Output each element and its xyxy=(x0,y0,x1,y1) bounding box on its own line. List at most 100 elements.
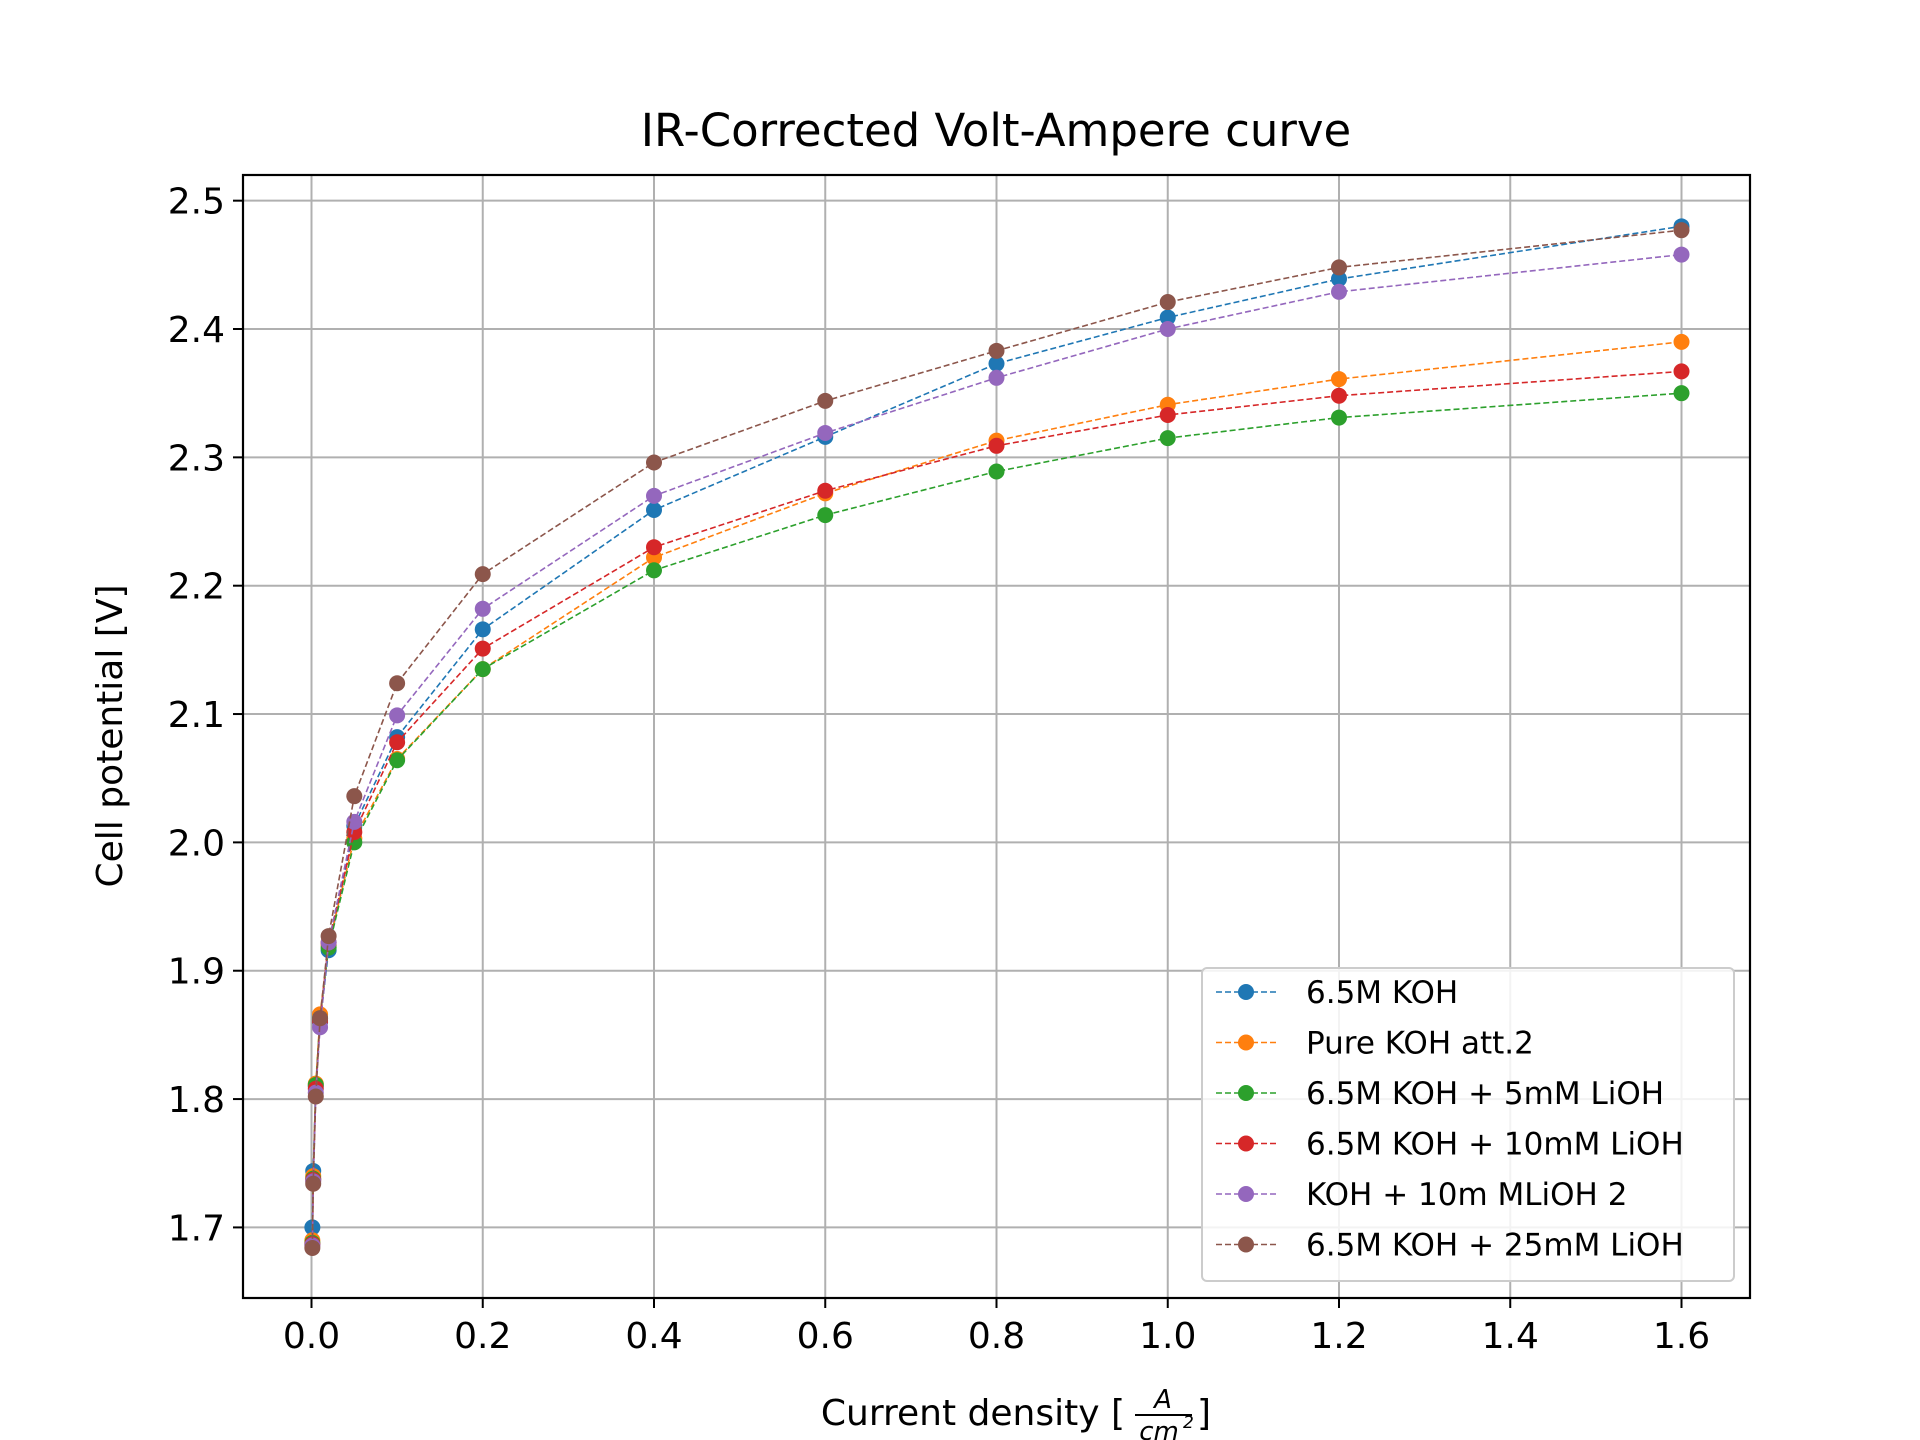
y-tick-label: 2.4 xyxy=(168,310,225,351)
x-tick-label: 1.2 xyxy=(1310,1316,1367,1357)
x-tick-label: 0.4 xyxy=(625,1316,682,1357)
data-point xyxy=(312,1010,329,1027)
data-point xyxy=(346,788,363,805)
ticks: 0.0 0.2 0.4 0.6 0.8 1.0 1.2 1.4 1.6 1.7 1.8 1.9 2.0 2… xyxy=(168,182,1710,1357)
y-tick-label: 2.5 xyxy=(168,182,225,223)
data-point xyxy=(1673,333,1690,350)
x-tick-label: 0.6 xyxy=(797,1316,854,1357)
x-tick-label: 1.6 xyxy=(1653,1316,1710,1357)
data-point xyxy=(817,507,834,524)
grid xyxy=(243,175,1750,1298)
data-point xyxy=(474,566,491,583)
legend-marker xyxy=(1238,1236,1254,1253)
data-point xyxy=(305,1175,322,1192)
legend: 6.5M KOH Pure KOH att.2 6.5M KOH + 5mM LiO… xyxy=(1201,967,1735,1282)
data-point xyxy=(646,501,662,518)
y-axis-label: Cell potential [V] xyxy=(90,584,131,887)
series-line xyxy=(311,341,1682,1241)
series-layer xyxy=(304,218,1690,1256)
y-tick-label: 1.8 xyxy=(168,1080,225,1121)
data-point xyxy=(1673,246,1690,263)
legend-marker xyxy=(1238,1186,1254,1202)
x-tick-label: 0.0 xyxy=(283,1316,340,1357)
data-point xyxy=(1159,321,1176,338)
data-point xyxy=(1673,363,1690,380)
data-point xyxy=(304,1239,321,1256)
legend-label: KOH + 10m MLiOH 2 xyxy=(1306,1177,1627,1213)
x-tick-label: 1.0 xyxy=(1139,1316,1196,1357)
data-point xyxy=(474,640,491,657)
data-point xyxy=(1331,371,1347,388)
data-point xyxy=(1159,309,1176,326)
legend-label: 6.5M KOH + 25mM LiOH xyxy=(1306,1228,1684,1264)
data-point xyxy=(1673,385,1690,402)
y-tick-label: 2.2 xyxy=(168,567,225,608)
data-point xyxy=(646,562,662,579)
y-tick-label: 1.9 xyxy=(168,952,225,993)
data-point xyxy=(646,487,662,504)
data-point xyxy=(988,342,1005,359)
data-point xyxy=(1331,387,1347,404)
x-tick-label: 0.8 xyxy=(968,1316,1025,1357)
data-point xyxy=(1331,283,1347,300)
x-axis-unit-exponent: 2 xyxy=(1183,1413,1194,1433)
x-axis-label-prefix: Current density [ xyxy=(821,1393,1125,1434)
data-point xyxy=(1159,294,1176,311)
legend-label: 6.5M KOH xyxy=(1306,975,1458,1011)
data-point xyxy=(1331,270,1347,287)
legend-label: Pure KOH att.2 xyxy=(1306,1026,1534,1062)
data-point xyxy=(346,813,363,830)
x-axis-unit-denominator: cm xyxy=(1139,1417,1179,1440)
legend-entry: 6.5M KOH xyxy=(1216,975,1458,1011)
data-point xyxy=(474,621,491,638)
data-point xyxy=(988,463,1005,480)
legend-box xyxy=(1201,967,1735,1282)
data-point xyxy=(1331,409,1347,426)
legend-marker xyxy=(1238,1135,1254,1152)
data-point xyxy=(1331,259,1347,276)
legend-entry: 6.5M KOH + 25mM LiOH xyxy=(1216,1228,1684,1264)
x-tick-label: 0.2 xyxy=(454,1316,511,1357)
x-axis-label: Current density [ A cm 2 ] xyxy=(821,1385,1211,1440)
y-tick-label: 1.7 xyxy=(168,1208,225,1249)
series-line xyxy=(311,225,1682,1228)
legend-label: 6.5M KOH + 5mM LiOH xyxy=(1306,1076,1664,1112)
x-axis-unit-numerator: A xyxy=(1152,1385,1172,1415)
legend-marker xyxy=(1238,1034,1254,1051)
data-point xyxy=(1673,222,1690,239)
data-point xyxy=(988,355,1005,372)
legend-marker xyxy=(1238,984,1254,1000)
data-point xyxy=(307,1088,324,1105)
data-point xyxy=(646,539,662,556)
data-point xyxy=(817,392,834,409)
series-6 xyxy=(304,222,1690,1256)
data-point xyxy=(1159,430,1176,447)
data-point xyxy=(817,424,834,441)
data-point xyxy=(474,661,491,678)
chart-title: IR-Corrected Volt-Ampere curve xyxy=(641,104,1351,157)
data-point xyxy=(646,454,662,471)
data-point xyxy=(389,752,406,769)
data-point xyxy=(474,600,491,617)
data-point xyxy=(988,437,1005,454)
series-line xyxy=(311,229,1682,1248)
legend-entry: 6.5M KOH + 5mM LiOH xyxy=(1216,1076,1664,1112)
legend-marker xyxy=(1238,1085,1254,1101)
data-point xyxy=(320,928,337,945)
data-point xyxy=(389,675,406,692)
x-axis-label-suffix: ] xyxy=(1197,1393,1211,1434)
data-point xyxy=(389,734,406,751)
legend-entry: KOH + 10m MLiOH 2 xyxy=(1216,1177,1627,1213)
data-point xyxy=(817,482,834,499)
legend-entry: Pure KOH att.2 xyxy=(1216,1026,1534,1062)
legend-entry: 6.5M KOH + 10mM LiOH xyxy=(1216,1127,1684,1163)
legend-label: 6.5M KOH + 10mM LiOH xyxy=(1306,1127,1684,1163)
y-tick-label: 2.3 xyxy=(168,438,225,479)
data-point xyxy=(988,369,1005,386)
y-tick-label: 2.1 xyxy=(168,695,225,736)
x-tick-label: 1.4 xyxy=(1482,1316,1539,1357)
series-line xyxy=(311,392,1682,1243)
data-point xyxy=(1159,407,1176,424)
y-tick-label: 2.0 xyxy=(168,823,225,864)
